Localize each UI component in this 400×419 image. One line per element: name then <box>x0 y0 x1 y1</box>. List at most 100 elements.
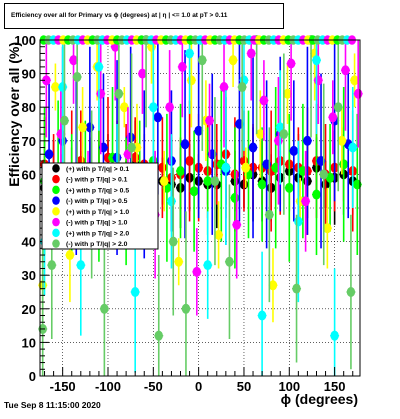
data-point <box>94 61 104 72</box>
y-tick-label: 80 <box>22 100 36 115</box>
legend: (+) with p T/|q| > 0.1 (-) with p T/|q| >… <box>41 162 159 250</box>
data-point <box>353 88 363 99</box>
data-point <box>247 48 256 59</box>
data-point <box>185 48 194 59</box>
data-point <box>174 256 183 267</box>
legend-label: (+) with p T/|q| > 0.1 <box>66 166 129 173</box>
data-point <box>303 135 312 146</box>
data-point <box>257 310 267 321</box>
data-point <box>346 287 356 297</box>
y-tick-label: 60 <box>22 167 36 182</box>
y-tick-label: 0 <box>29 369 36 384</box>
data-point <box>339 159 348 170</box>
data-point <box>248 142 258 153</box>
data-point <box>96 88 105 99</box>
x-axis-label: ϕ (degrees) <box>281 391 358 407</box>
data-point <box>47 260 56 271</box>
data-point <box>237 82 247 93</box>
data-point <box>319 169 328 180</box>
data-point <box>127 142 136 153</box>
data-point <box>167 196 176 207</box>
title-box: Efficiency over all for Primary vs ϕ (de… <box>4 3 284 29</box>
x-tick-label: 100 <box>278 379 300 394</box>
data-point <box>265 209 274 220</box>
legend-label: (-) with p T/|q| > 0.5 <box>66 198 128 205</box>
data-point <box>221 162 231 173</box>
data-point <box>69 55 78 66</box>
data-point <box>312 189 321 200</box>
y-tick-label: 70 <box>22 134 36 149</box>
legend-label: (-) with p T/|q| > 1.0 <box>66 220 128 227</box>
data-point <box>176 166 185 177</box>
y-tick-label: 20 <box>22 302 36 317</box>
data-point <box>51 82 60 93</box>
data-point <box>294 216 303 227</box>
data-point <box>159 176 169 187</box>
data-point <box>328 112 338 123</box>
data-point <box>181 303 191 314</box>
axis-layer: -150 -100 -50 0 50 100 150 0 10 20 30 40 50 60 70 80 90 1… <box>14 33 354 394</box>
legend-marker <box>52 207 60 216</box>
data-point <box>350 75 359 86</box>
data-point <box>285 182 294 193</box>
data-point <box>225 256 234 267</box>
y-tick-label: 50 <box>22 201 36 216</box>
data-point <box>58 82 67 93</box>
data-point <box>154 330 163 341</box>
data-point <box>203 176 212 187</box>
data-point <box>44 149 54 160</box>
legend-marker <box>52 164 60 173</box>
data-point <box>65 250 75 261</box>
data-point <box>279 129 289 140</box>
data-point <box>219 82 229 93</box>
data-point <box>256 129 265 140</box>
legend-label: (+) with p T/|q| > 1.0 <box>66 209 129 216</box>
y-tick-label: 30 <box>22 268 36 283</box>
data-point <box>203 260 212 271</box>
footer-timestamp: Tue Sep 8 11:15:00 2020 <box>4 400 101 410</box>
x-tick-label: 150 <box>324 379 346 394</box>
data-point <box>334 102 343 113</box>
data-point <box>78 122 87 133</box>
data-point <box>76 260 85 271</box>
data-point <box>120 102 129 113</box>
data-point <box>210 176 220 187</box>
data-point <box>312 55 321 66</box>
legend-marker <box>52 239 60 248</box>
data-point <box>60 115 69 126</box>
data-point <box>153 112 163 123</box>
legend-marker <box>52 217 60 227</box>
data-point <box>286 58 296 69</box>
data-point <box>165 102 174 113</box>
data-point <box>325 172 335 183</box>
x-tick-label: -100 <box>95 379 121 394</box>
data-point <box>205 115 214 126</box>
data-point <box>259 95 269 106</box>
legend-label: (-) with p T/|q| > 0.1 <box>66 177 128 184</box>
y-tick-label: 40 <box>22 235 36 250</box>
data-point <box>72 71 82 82</box>
data-point <box>185 155 194 166</box>
data-point <box>337 135 347 146</box>
data-point <box>169 236 178 247</box>
data-point <box>323 223 332 234</box>
data-point <box>228 55 238 66</box>
x-tick-label: -150 <box>50 379 76 394</box>
legend-marker <box>52 228 60 238</box>
data-point <box>353 179 362 190</box>
x-tick-label: 50 <box>237 379 251 394</box>
data-point <box>100 303 109 314</box>
data-point <box>114 88 124 99</box>
y-tick-label: 10 <box>22 335 36 350</box>
data-point <box>187 75 196 86</box>
data-point <box>268 280 278 291</box>
data-point <box>341 65 350 76</box>
legend-box <box>41 162 159 250</box>
data-point <box>301 196 310 207</box>
data-point <box>292 283 301 294</box>
data-point <box>257 179 267 190</box>
y-axis-label: Efficiency over all (%) <box>6 42 22 187</box>
data-point <box>138 68 147 79</box>
